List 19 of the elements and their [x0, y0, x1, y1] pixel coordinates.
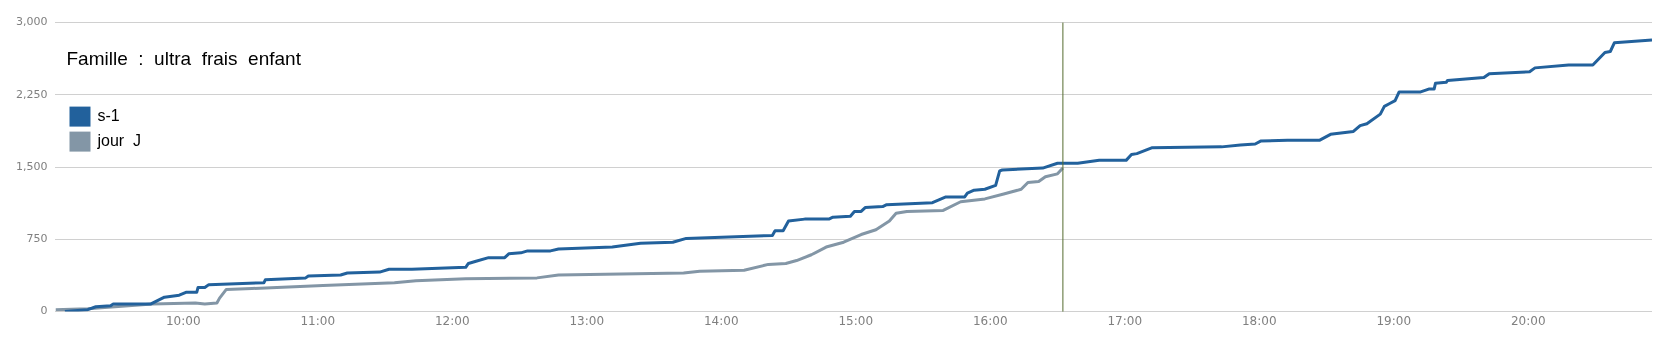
x-tick-label: 11:00 [300, 313, 336, 328]
y-tick-label: 3,000 [15, 15, 48, 29]
x-tick-label: 10:00 [165, 313, 201, 328]
x-tick-label: 19:00 [1376, 313, 1412, 328]
x-tick-label: 20:00 [1510, 313, 1546, 328]
y-tick-label: 2,250 [15, 87, 48, 101]
y-tick-label: 1,500 [15, 159, 48, 173]
y-tick-label: 0 [40, 304, 48, 318]
legend-label: jour J [96, 132, 142, 150]
x-tick-label: 12:00 [434, 313, 470, 328]
text: Famille : ultra frais enfant [66, 47, 302, 69]
x-tick-label: 13:00 [569, 313, 605, 328]
x-tick-label: 18:00 [1241, 313, 1277, 328]
x-tick-label: 14:00 [703, 313, 739, 328]
x-tick-label: 16:00 [972, 313, 1008, 328]
y-tick-label: 750 [26, 232, 48, 246]
x-tick-label: 15:00 [838, 313, 874, 328]
legend-label: s-1 [97, 107, 120, 125]
x-tick-label: 17:00 [1107, 313, 1143, 328]
